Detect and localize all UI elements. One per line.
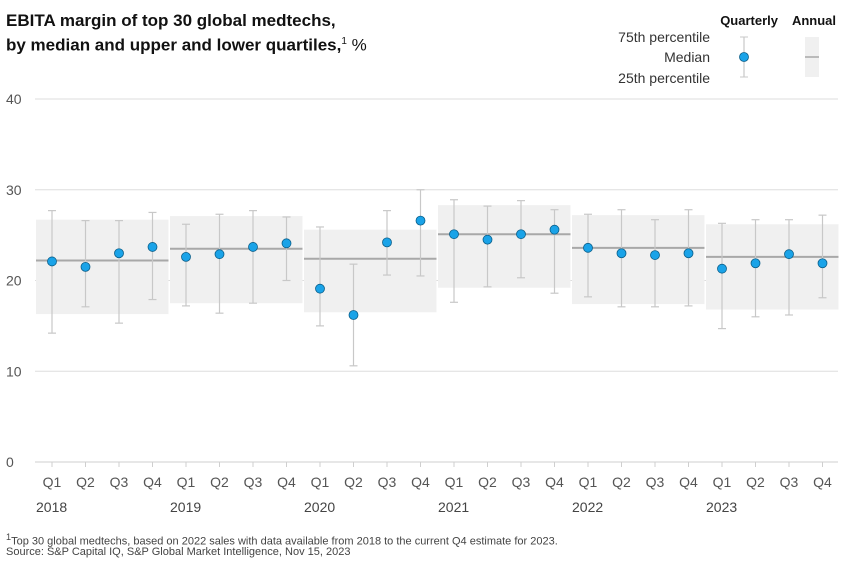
median-dot bbox=[549, 224, 560, 235]
legend-annual-header: Annual bbox=[792, 13, 836, 28]
quarter-label: Q4 bbox=[545, 474, 564, 490]
median-dot bbox=[750, 258, 761, 269]
median-dot bbox=[382, 237, 392, 248]
median-dot bbox=[80, 261, 91, 272]
annual-quartile-box bbox=[572, 215, 705, 305]
legend-median-label: Median bbox=[664, 49, 710, 65]
median-dot bbox=[616, 248, 627, 259]
median-dot bbox=[516, 229, 526, 240]
quarter-label: Q4 bbox=[813, 474, 832, 490]
year-label: 2018 bbox=[36, 499, 67, 515]
annual-quartile-box bbox=[36, 219, 169, 315]
year-label: 2023 bbox=[706, 499, 737, 515]
annual-quartile-box bbox=[170, 216, 303, 304]
quarter-label: Q2 bbox=[746, 474, 765, 490]
annual-quartile-box bbox=[706, 224, 839, 310]
title-unit: % bbox=[346, 35, 367, 55]
quarter-label: Q3 bbox=[512, 474, 531, 490]
y-tick-label: 0 bbox=[6, 454, 14, 470]
year-label: 2021 bbox=[438, 499, 469, 515]
quarter-label: Q2 bbox=[478, 474, 497, 490]
median-dot bbox=[315, 283, 325, 294]
median-dot bbox=[683, 248, 694, 259]
median-dot bbox=[817, 258, 828, 269]
quarter-label: Q2 bbox=[76, 474, 95, 490]
quarter-label: Q1 bbox=[579, 474, 598, 490]
quarter-label: Q4 bbox=[411, 474, 430, 490]
median-dot bbox=[583, 242, 593, 253]
median-dot bbox=[214, 249, 225, 260]
median-dot bbox=[147, 242, 158, 252]
footnote: 1Top 30 global medtechs, based on 2022 s… bbox=[6, 532, 558, 548]
median-dot bbox=[348, 310, 359, 320]
legend-p25-label: 25th percentile bbox=[618, 70, 710, 86]
quarter-label: Q3 bbox=[244, 474, 263, 490]
median-dot bbox=[114, 248, 124, 259]
legend-p75-label: 75th percentile bbox=[618, 29, 710, 45]
chart-title: EBITA margin of top 30 global medtechs, … bbox=[6, 10, 367, 56]
median-dot bbox=[415, 215, 426, 226]
quarter-label: Q1 bbox=[445, 474, 464, 490]
quarter-label: Q4 bbox=[143, 474, 162, 490]
title-footnote-mark: 1 bbox=[341, 36, 347, 47]
y-tick-label: 20 bbox=[6, 273, 22, 289]
title-line-2: by median and upper and lower quartiles, bbox=[6, 35, 342, 55]
legend-median-dot bbox=[739, 52, 749, 62]
median-dot bbox=[784, 249, 794, 260]
median-dot bbox=[482, 234, 493, 245]
median-dot bbox=[181, 252, 191, 262]
median-dot bbox=[717, 263, 727, 274]
quarter-label: Q2 bbox=[344, 474, 363, 490]
median-dot bbox=[650, 250, 660, 260]
quarter-label: Q1 bbox=[43, 474, 62, 490]
footnote-mark: 1 bbox=[6, 532, 12, 542]
median-dot bbox=[449, 229, 459, 240]
y-tick-label: 40 bbox=[6, 91, 22, 107]
y-tick-label: 10 bbox=[6, 363, 22, 379]
y-tick-label: 30 bbox=[6, 182, 22, 198]
year-label: 2019 bbox=[170, 499, 201, 515]
year-label: 2022 bbox=[572, 499, 603, 515]
quarter-label: Q3 bbox=[110, 474, 129, 490]
quarter-label: Q2 bbox=[612, 474, 631, 490]
median-dot bbox=[47, 256, 57, 267]
quarter-label: Q3 bbox=[646, 474, 665, 490]
quarter-label: Q1 bbox=[311, 474, 330, 490]
source-note: Source: S&P Capital IQ, S&P Global Marke… bbox=[6, 546, 351, 558]
median-dot bbox=[248, 242, 258, 252]
quarter-label: Q2 bbox=[210, 474, 229, 490]
quarter-label: Q1 bbox=[177, 474, 196, 490]
quarter-label: Q4 bbox=[679, 474, 698, 490]
annual-quartile-box bbox=[304, 229, 437, 313]
median-dot bbox=[281, 238, 292, 249]
quarter-label: Q4 bbox=[277, 474, 296, 490]
year-label: 2020 bbox=[304, 499, 335, 515]
quarter-label: Q3 bbox=[378, 474, 397, 490]
annual-quartile-box bbox=[438, 205, 571, 288]
quarter-label: Q1 bbox=[713, 474, 732, 490]
title-line-1: EBITA margin of top 30 global medtechs, bbox=[6, 11, 336, 30]
footnote-text: Top 30 global medtechs, based on 2022 sa… bbox=[11, 535, 558, 548]
quarter-label: Q3 bbox=[780, 474, 799, 490]
legend-quarterly-header: Quarterly bbox=[720, 13, 779, 28]
